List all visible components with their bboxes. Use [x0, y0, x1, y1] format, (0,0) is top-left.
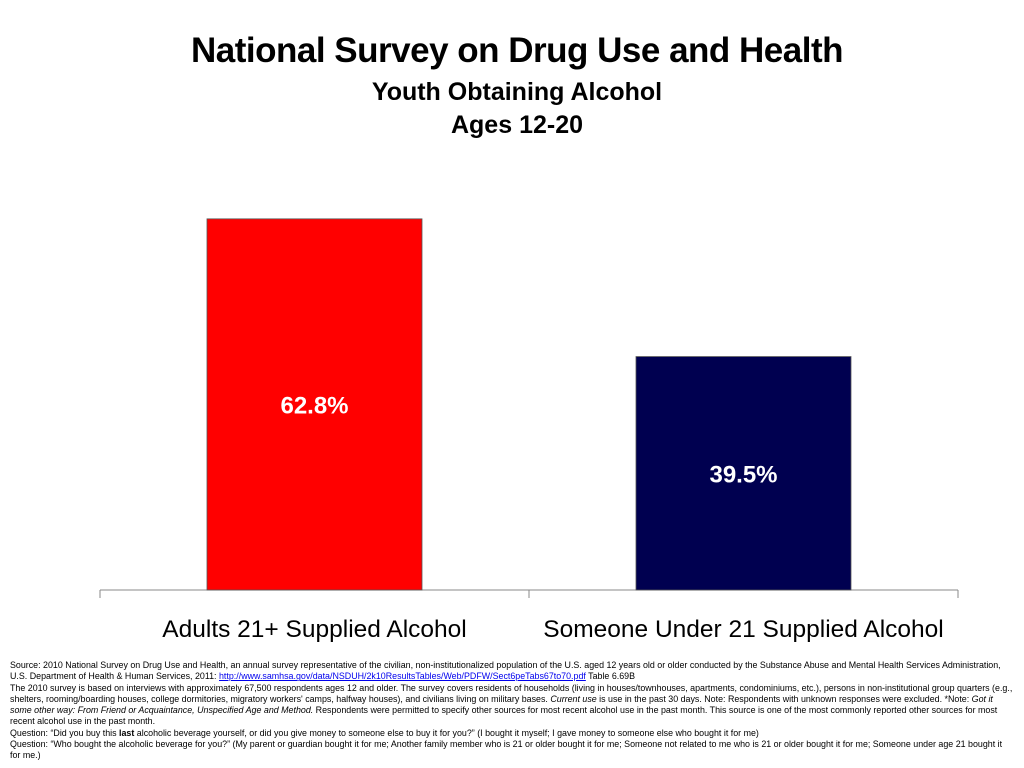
- chart-subtitle: Youth Obtaining Alcohol: [371, 78, 663, 106]
- source-text: Source: 2010 National Survey on Drug Use…: [10, 660, 1001, 682]
- method-text: The 2010 survey is based on interviews w…: [10, 682, 1013, 704]
- bar: [206, 218, 423, 591]
- source-table: Table 6.69B: [585, 671, 636, 682]
- method-text-2: is use in the past 30 days. Note: Respon…: [596, 693, 972, 704]
- q1-text: Question: “Did you buy this: [10, 727, 120, 738]
- method-term: Current use: [550, 693, 597, 704]
- category-label: Someone Under 21 Supplied Alcohol: [543, 616, 943, 643]
- chart-title: National Survey on Drug Use and Health: [191, 31, 843, 70]
- q1-bold: last: [119, 727, 135, 738]
- category-label: Adults 21+ Supplied Alcohol: [162, 616, 466, 643]
- data-label: 62.8%: [280, 392, 348, 419]
- q1-text-2: alcoholic beverage yourself, or did you …: [134, 727, 759, 738]
- footnote-question-1: Question: “Did you buy this last alcohol…: [10, 728, 1014, 739]
- footnote-question-2: Question: “Who bought the alcoholic beve…: [10, 739, 1003, 761]
- data-label: 39.5%: [709, 461, 777, 488]
- footnote: Source: 2010 National Survey on Drug Use…: [10, 660, 1014, 762]
- method-note: Got it some other way: From Friend or Ac…: [10, 693, 993, 716]
- footnote-source: Source: 2010 National Survey on Drug Use…: [10, 660, 1014, 683]
- method-text-3: Respondents were permitted to specify ot…: [10, 705, 998, 727]
- source-link[interactable]: http://www.samhsa.gov/data/NSDUH/2k10Res…: [219, 671, 586, 682]
- bar-chart: 62.8% Adults 21+ Supplied Alcohol 39.5% Som…: [99, 218, 959, 643]
- bar: [635, 356, 852, 591]
- chart-subtitle-age: Ages 12-20: [450, 111, 584, 139]
- footnote-method: The 2010 survey is based on interviews w…: [10, 683, 1014, 728]
